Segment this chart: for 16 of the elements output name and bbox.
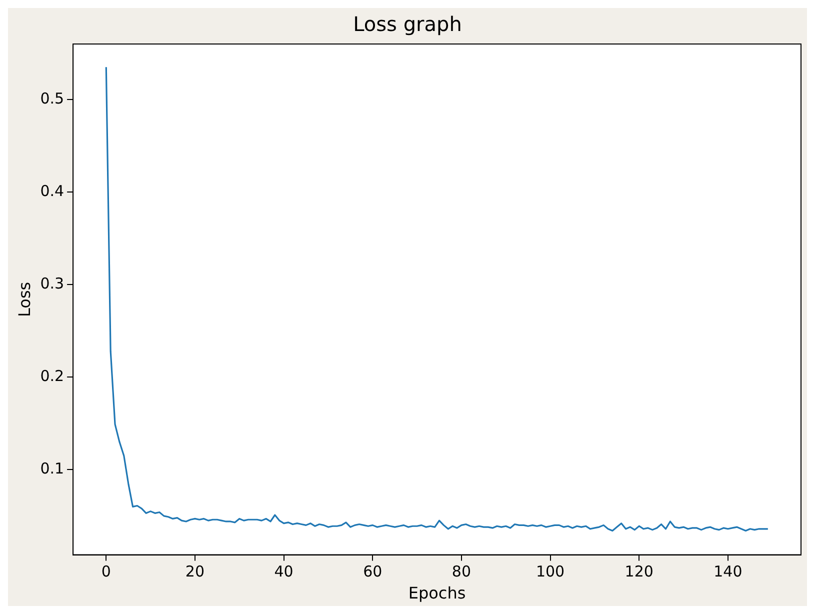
y-tick-label: 0.5 bbox=[40, 89, 64, 108]
x-tick-label: 60 bbox=[363, 562, 382, 581]
y-tick-label: 0.2 bbox=[40, 367, 64, 386]
x-tick-label: 0 bbox=[101, 562, 111, 581]
y-axis-title: Loss bbox=[14, 282, 34, 317]
x-tick-label: 140 bbox=[714, 562, 742, 581]
y-tick-label: 0.3 bbox=[40, 274, 64, 292]
x-tick-label: 100 bbox=[536, 562, 565, 581]
x-axis-title: Epochs bbox=[408, 584, 466, 603]
y-tick-label: 0.1 bbox=[40, 460, 64, 478]
x-tick-label: 20 bbox=[185, 562, 205, 581]
x-tick-label: 80 bbox=[452, 562, 471, 581]
x-tick-label: 120 bbox=[624, 562, 654, 581]
x-tick-label: 40 bbox=[274, 562, 294, 581]
y-tick-label: 0.4 bbox=[40, 182, 64, 200]
chart-title: Loss graph bbox=[353, 12, 462, 36]
